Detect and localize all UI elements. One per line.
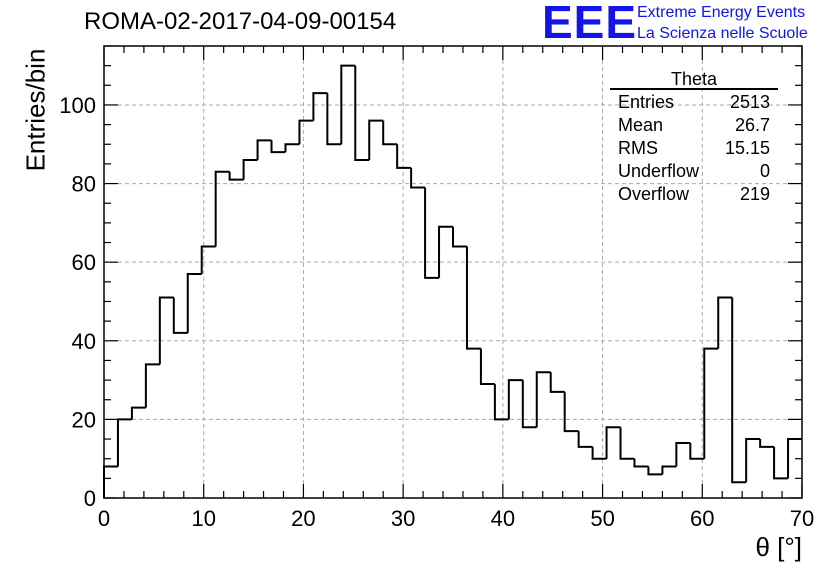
stats-value: 2513: [729, 92, 770, 112]
histogram-bin: [158, 296, 174, 365]
x-tick-label: 0: [98, 506, 110, 531]
stats-row-underflow: Underflow 0: [610, 159, 778, 182]
stats-box: Theta Entries 2513 Mean 26.7 RMS 15.15 U…: [610, 68, 778, 205]
histogram-bin: [661, 465, 677, 475]
stats-row-rms: RMS 15.15: [610, 136, 778, 159]
histogram-bin: [438, 225, 453, 278]
stats-label: Mean: [618, 115, 664, 135]
stats-label: RMS: [618, 138, 658, 158]
stats-row-mean: Mean 26.7: [610, 113, 778, 136]
histogram-bin: [452, 226, 467, 248]
histogram-bin: [382, 120, 398, 146]
histogram-bin: [340, 64, 356, 145]
plot-frame: [103, 45, 803, 499]
histogram-bin: [675, 441, 691, 467]
x-axis-title: θ [°]: [755, 532, 802, 562]
stats-label: Underflow: [618, 161, 700, 181]
stats-label: Overflow: [618, 184, 690, 204]
tick-labels: 0 10 20 30 40 50 60 70 0 20 40 60 80 100: [59, 93, 814, 531]
histogram-bin: [186, 272, 202, 333]
histogram-bin: [116, 418, 132, 467]
histogram-bin: [773, 446, 789, 480]
run-title: ROMA-02-2017-04-09-00154: [84, 8, 397, 35]
stats-value: 26.7: [734, 115, 770, 135]
stats-value: 15.15: [724, 138, 770, 158]
histogram-bin: [521, 380, 537, 429]
histogram-bin: [214, 170, 230, 247]
y-tick-label: 100: [59, 93, 96, 118]
x-tick-label: 70: [790, 506, 814, 531]
histogram-bin: [647, 466, 663, 476]
y-tick-label: 40: [72, 329, 96, 354]
x-tick-label: 50: [590, 506, 614, 531]
histogram-bin: [633, 458, 649, 468]
histogram-bin: [479, 348, 495, 386]
histogram-bin: [284, 143, 300, 153]
histogram-bin: [200, 245, 216, 274]
axis-ticks: [103, 45, 803, 499]
histogram-bin: [759, 439, 775, 448]
stats-title: Theta: [610, 68, 778, 90]
histogram-bin: [242, 158, 258, 180]
x-tick-label: 20: [291, 506, 315, 531]
stats-row-entries: Entries 2513: [610, 90, 778, 113]
x-tick-label: 10: [191, 506, 215, 531]
histogram-bin: [396, 144, 412, 169]
grid-lines: [104, 46, 802, 498]
histogram-bin: [703, 347, 719, 459]
histogram-bin: [465, 246, 481, 350]
x-tick-label: 60: [690, 506, 714, 531]
histogram-bin: [591, 446, 607, 460]
histogram-bin: [424, 187, 440, 279]
histogram-bin: [298, 119, 314, 145]
y-tick-label: 20: [72, 407, 96, 432]
histogram-bin: [172, 297, 188, 334]
logo-line-1: Extreme Energy Events: [637, 4, 806, 21]
y-tick-label: 80: [72, 172, 96, 197]
histogram-bin: [410, 167, 426, 189]
histogram-bin: [507, 379, 523, 420]
x-tick-label: 30: [391, 506, 415, 531]
histogram-bin: [326, 93, 342, 146]
histogram-bin: [130, 406, 146, 420]
histogram-bin: [368, 119, 384, 160]
stats-value: 0: [759, 161, 770, 181]
logo-line-2: La Scienza nelle Scuole: [637, 25, 808, 42]
histogram-bin: [717, 296, 733, 349]
y-tick-label: 60: [72, 250, 96, 275]
histogram-bin: [493, 384, 509, 421]
histogram-bin: [354, 65, 370, 161]
histogram-bin: [563, 391, 579, 433]
histogram-bin: [535, 371, 551, 428]
stats-row-overflow: Overflow 219: [610, 182, 778, 205]
histogram-bin: [144, 363, 160, 408]
histogram-bin: [270, 140, 286, 154]
y-axis-title: Entries/bin: [20, 48, 51, 172]
histogram-bin: [731, 297, 747, 484]
histogram-bin: [228, 171, 244, 181]
histogram-bin: [312, 92, 328, 121]
stats-value: 219: [739, 184, 770, 204]
histogram-bin: [689, 442, 705, 460]
eee-logo: EEE Extreme Energy Events La Scienza nel…: [542, 0, 832, 48]
histogram-bin: [605, 426, 621, 459]
y-tick-label: 0: [84, 486, 96, 511]
logo-mark: EEE: [542, 0, 638, 48]
histogram-bin: [577, 431, 593, 448]
histogram-bin: [745, 438, 761, 483]
histogram-bin: [619, 427, 635, 460]
stats-label: Entries: [618, 92, 675, 112]
histogram-bin: [549, 372, 565, 393]
x-tick-label: 40: [491, 506, 515, 531]
histogram-bin: [256, 139, 272, 160]
histogram-bin: [103, 465, 118, 498]
